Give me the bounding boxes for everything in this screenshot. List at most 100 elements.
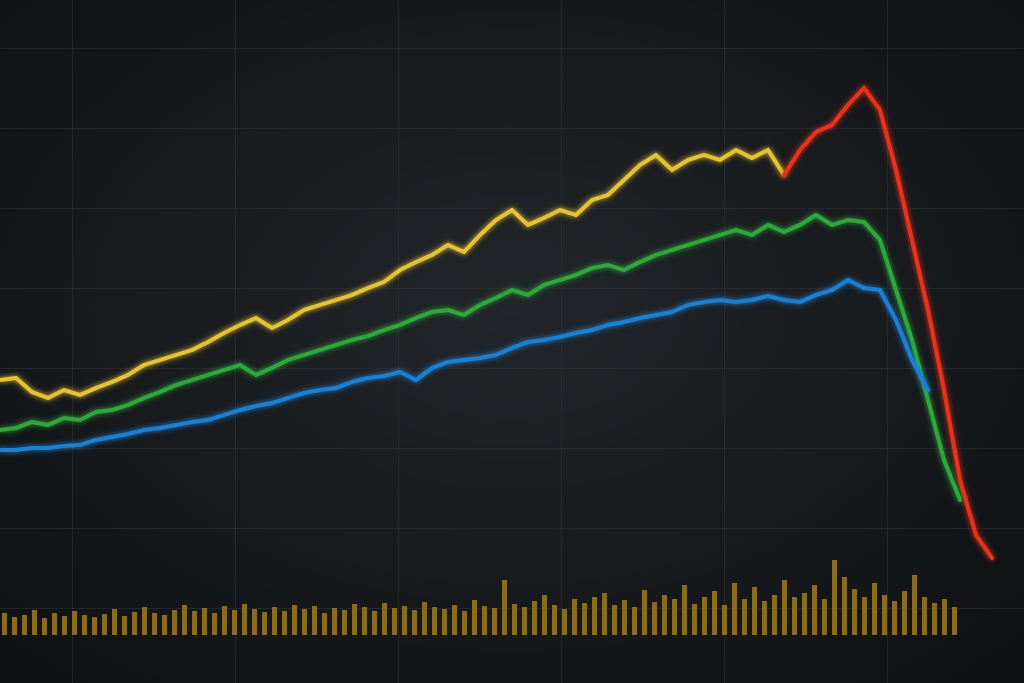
line-series	[0, 212, 962, 502]
volume-bar	[372, 611, 377, 635]
volume-bar	[392, 608, 397, 635]
volume-bar	[952, 607, 957, 635]
line-series	[0, 147, 786, 401]
volume-bar	[322, 613, 327, 635]
volume-bar	[762, 601, 767, 635]
volume-bar	[942, 599, 947, 635]
volume-bar	[702, 597, 707, 635]
volume-bar	[442, 609, 447, 635]
volume-bar	[132, 612, 137, 635]
volume-bar	[292, 605, 297, 635]
volume-bar	[192, 611, 197, 635]
volume-bar	[712, 591, 717, 635]
volume-bar	[302, 609, 307, 635]
volume-bar	[22, 615, 27, 635]
volume-bar	[722, 605, 727, 635]
volume-bar	[212, 613, 217, 635]
volume-bar	[572, 599, 577, 635]
volume-bar	[222, 606, 227, 635]
volume-bar	[882, 595, 887, 635]
volume-bar	[582, 603, 587, 635]
lines	[0, 84, 994, 560]
volume-bar	[682, 585, 687, 635]
volume-bar	[792, 597, 797, 635]
volume-bar	[892, 601, 897, 635]
volume-bar	[742, 599, 747, 635]
volume-bar	[2, 613, 7, 635]
volume-bar	[342, 610, 347, 635]
volume-bar	[612, 605, 617, 635]
volume-bar	[542, 595, 547, 635]
volume-bar	[32, 610, 37, 635]
volume-bar	[332, 608, 337, 635]
volume-bar	[182, 605, 187, 635]
volume-bar	[122, 616, 127, 635]
volume-bar	[832, 560, 837, 635]
volume-bar	[202, 608, 207, 635]
line-series	[0, 277, 930, 452]
volume-bar	[362, 607, 367, 635]
volume-bar	[672, 599, 677, 635]
volume-bar	[282, 611, 287, 635]
volume-bar	[812, 585, 817, 635]
volume-bar	[562, 609, 567, 635]
volume-bar	[142, 607, 147, 635]
volume-bar	[112, 609, 117, 635]
volume-bar	[592, 597, 597, 635]
volume-bar	[272, 607, 277, 635]
volume-bar	[532, 601, 537, 635]
volume-bar	[932, 603, 937, 635]
volume-bar	[232, 610, 237, 635]
volume-bar	[632, 607, 637, 635]
volume-bar	[512, 604, 517, 635]
volume-bar	[162, 615, 167, 635]
volume-bar	[452, 605, 457, 635]
volume-bar	[652, 602, 657, 635]
volume-bar	[12, 617, 17, 635]
volume-bar	[82, 615, 87, 635]
volume-bar	[482, 606, 487, 635]
volume-bar	[922, 597, 927, 635]
volume-bar	[782, 580, 787, 635]
volume-bar	[732, 583, 737, 635]
volume-bar	[692, 604, 697, 635]
volume-bar	[432, 607, 437, 635]
volume-bar	[72, 611, 77, 635]
volume-bar	[52, 613, 57, 635]
volume-bar	[662, 595, 667, 635]
volume-bar	[902, 591, 907, 635]
volume-bar	[172, 610, 177, 635]
volume-bar	[862, 597, 867, 635]
volume-bar	[252, 609, 257, 635]
volume-bar	[502, 580, 507, 635]
volume-bar	[262, 612, 267, 635]
volume-bar	[492, 608, 497, 635]
volume-bar	[752, 587, 757, 635]
volume-bar	[422, 602, 427, 635]
volume-bar	[642, 590, 647, 635]
volume-bar	[772, 595, 777, 635]
volume-bar	[802, 593, 807, 635]
volume-bar	[522, 607, 527, 635]
volume-bar	[62, 616, 67, 635]
volume-bar	[42, 618, 47, 635]
line-series	[782, 84, 994, 560]
volume-bar	[312, 606, 317, 635]
volume-bar	[472, 600, 477, 635]
volume-bar	[852, 589, 857, 635]
volume-bar	[242, 604, 247, 635]
volume-bar	[382, 603, 387, 635]
volume-bar	[872, 583, 877, 635]
volume-bar	[842, 577, 847, 635]
volume-bar	[822, 599, 827, 635]
volume-bar	[102, 614, 107, 635]
volume-bar	[462, 611, 467, 635]
volume-bar	[152, 613, 157, 635]
volume-bar	[622, 600, 627, 635]
volume-bar	[352, 604, 357, 635]
volume-bar	[412, 610, 417, 635]
volume-bar	[552, 605, 557, 635]
volume-bar	[602, 593, 607, 635]
